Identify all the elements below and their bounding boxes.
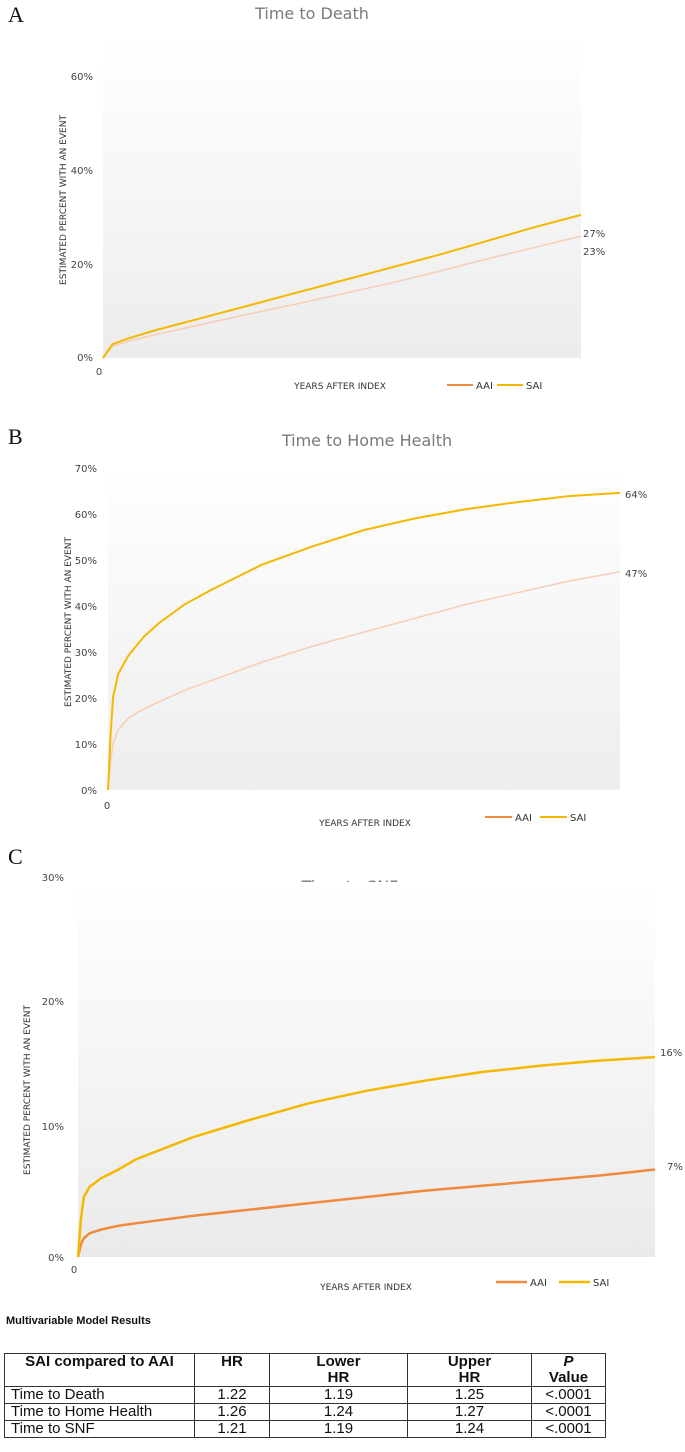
y-tick-label: 0%: [77, 353, 93, 364]
x-axis-label: YEARS AFTER INDEX: [318, 819, 411, 829]
end-label-aai: 23%: [583, 247, 605, 258]
table-header-row: SAI compared to AAI HR Lower HR Upper HR P…: [4, 1353, 606, 1387]
results-table: SAI compared to AAI HR Lower HR Upper HR P…: [4, 1353, 606, 1438]
header-line: HR: [327, 1369, 350, 1386]
legend-label-aai: AAI: [515, 813, 532, 824]
chart-title: Time to Home Health: [281, 431, 452, 450]
legend-label-aai: AAI: [530, 1278, 547, 1289]
y-tick-label: 60%: [71, 72, 93, 83]
chart-panel-c: C Time to SNF ESTIMATED PERCENT WITH AN …: [8, 844, 683, 1293]
header-line: Upper: [447, 1353, 492, 1370]
table-cell: 1.27: [407, 1403, 532, 1421]
series-line-aai: [102, 235, 582, 359]
table-cell: 1.24: [407, 1420, 532, 1438]
end-label-sai: 27%: [583, 229, 605, 240]
y-tick-label: 20%: [71, 260, 93, 271]
plot-area: [78, 882, 655, 1257]
y-tick-label: 20%: [42, 997, 64, 1008]
panel-letter: A: [8, 2, 24, 27]
panel-letter: C: [8, 844, 23, 869]
column-header: Lower HR: [269, 1353, 408, 1387]
table-row: Time to Home Health 1.26 1.24 1.27 <.000…: [4, 1403, 606, 1421]
x-axis-label: YEARS AFTER INDEX: [319, 1283, 412, 1293]
legend-label-sai: SAI: [526, 381, 542, 392]
y-tick-label: 10%: [75, 740, 97, 751]
header-line: HR: [458, 1369, 481, 1386]
header-line: P: [563, 1353, 574, 1370]
y-tick-label: 70%: [75, 464, 97, 475]
column-header: SAI compared to AAI: [4, 1353, 195, 1387]
legend-label-sai: SAI: [570, 813, 586, 824]
y-tick-label: 10%: [42, 1122, 64, 1133]
series-line-sai: [76, 1055, 656, 1258]
end-label-sai: 16%: [660, 1048, 682, 1059]
y-axis-label: ESTIMATED PERCENT WITH AN EVENT: [64, 537, 74, 707]
x-axis-label: YEARS AFTER INDEX: [293, 382, 386, 392]
chart-panel-a: A Time to Death ESTIMATED PERCENT WITH A…: [8, 2, 605, 392]
table-cell: <.0001: [531, 1386, 606, 1404]
table-cell: 1.25: [407, 1386, 532, 1404]
header-line: Value: [548, 1369, 589, 1386]
y-axis-label: ESTIMATED PERCENT WITH AN EVENT: [23, 1005, 33, 1175]
y-tick-label: 30%: [42, 873, 64, 884]
legend-label-aai: AAI: [476, 381, 493, 392]
table-cell: <.0001: [531, 1420, 606, 1438]
table-cell: 1.26: [194, 1403, 270, 1421]
series-line-sai: [102, 213, 582, 359]
table-cell: Time to Death: [4, 1386, 195, 1404]
plot-area: [108, 465, 620, 790]
x-tick-label: 0: [104, 801, 110, 812]
y-tick-label: 30%: [75, 648, 97, 659]
panel-letter: B: [8, 424, 23, 449]
header-line: Lower: [316, 1353, 361, 1370]
table-cell: 1.24: [269, 1403, 408, 1421]
x-tick-label: 0: [71, 1265, 77, 1276]
y-tick-label: 0%: [81, 786, 97, 797]
end-label-aai: 47%: [625, 569, 647, 580]
column-header: Upper HR: [407, 1353, 532, 1387]
y-axis-label: ESTIMATED PERCENT WITH AN EVENT: [59, 115, 69, 285]
table-cell: 1.19: [269, 1386, 408, 1404]
column-header: P Value: [531, 1353, 606, 1387]
table-cell: Time to Home Health: [4, 1403, 195, 1421]
chart-title: Time to Death: [254, 4, 369, 23]
series-line-sai: [107, 491, 621, 791]
plot-area: [103, 40, 581, 358]
table-row: Time to Death 1.22 1.19 1.25 <.0001: [4, 1386, 606, 1404]
legend-label-sai: SAI: [593, 1278, 609, 1289]
y-tick-label: 20%: [75, 694, 97, 705]
y-tick-label: 0%: [48, 1253, 64, 1264]
y-tick-label: 50%: [75, 556, 97, 567]
end-label-aai: 7%: [667, 1162, 683, 1173]
series-line-aai: [76, 1168, 656, 1258]
table-cell: Time to SNF: [4, 1420, 195, 1438]
table-row: Time to SNF 1.21 1.19 1.24 <.0001: [4, 1420, 606, 1438]
y-tick-label: 40%: [75, 602, 97, 613]
column-header: HR: [194, 1353, 270, 1387]
x-tick-label: 0: [96, 367, 102, 378]
end-label-sai: 64%: [625, 490, 647, 501]
y-tick-label: 40%: [71, 166, 93, 177]
table-cell: 1.19: [269, 1420, 408, 1438]
results-title: Multivariable Model Results: [6, 1315, 151, 1327]
table-cell: 1.21: [194, 1420, 270, 1438]
table-cell: 1.22: [194, 1386, 270, 1404]
y-tick-label: 60%: [75, 510, 97, 521]
table-cell: <.0001: [531, 1403, 606, 1421]
chart-panel-b: B Time to Home Health ESTIMATED PERCENT …: [8, 424, 647, 829]
series-line-aai: [107, 571, 621, 791]
